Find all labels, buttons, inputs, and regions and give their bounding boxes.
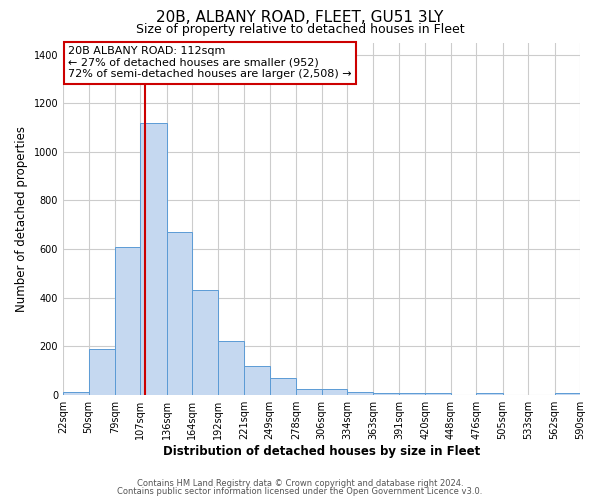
Bar — [347, 392, 373, 394]
Y-axis label: Number of detached properties: Number of detached properties — [15, 126, 28, 312]
Bar — [244, 366, 269, 394]
Bar — [140, 122, 167, 394]
Text: Contains public sector information licensed under the Open Government Licence v3: Contains public sector information licen… — [118, 487, 482, 496]
Bar — [89, 348, 115, 395]
Bar — [63, 392, 89, 394]
Bar — [115, 246, 140, 394]
Bar — [167, 232, 192, 394]
Text: Size of property relative to detached houses in Fleet: Size of property relative to detached ho… — [136, 22, 464, 36]
Text: Contains HM Land Registry data © Crown copyright and database right 2024.: Contains HM Land Registry data © Crown c… — [137, 478, 463, 488]
Text: 20B ALBANY ROAD: 112sqm
← 27% of detached houses are smaller (952)
72% of semi-d: 20B ALBANY ROAD: 112sqm ← 27% of detache… — [68, 46, 352, 79]
Bar — [322, 388, 347, 394]
Bar — [296, 388, 322, 394]
X-axis label: Distribution of detached houses by size in Fleet: Distribution of detached houses by size … — [163, 444, 480, 458]
Bar — [192, 290, 218, 395]
Text: 20B, ALBANY ROAD, FLEET, GU51 3LY: 20B, ALBANY ROAD, FLEET, GU51 3LY — [157, 10, 443, 25]
Bar — [218, 342, 244, 394]
Bar — [269, 378, 296, 394]
